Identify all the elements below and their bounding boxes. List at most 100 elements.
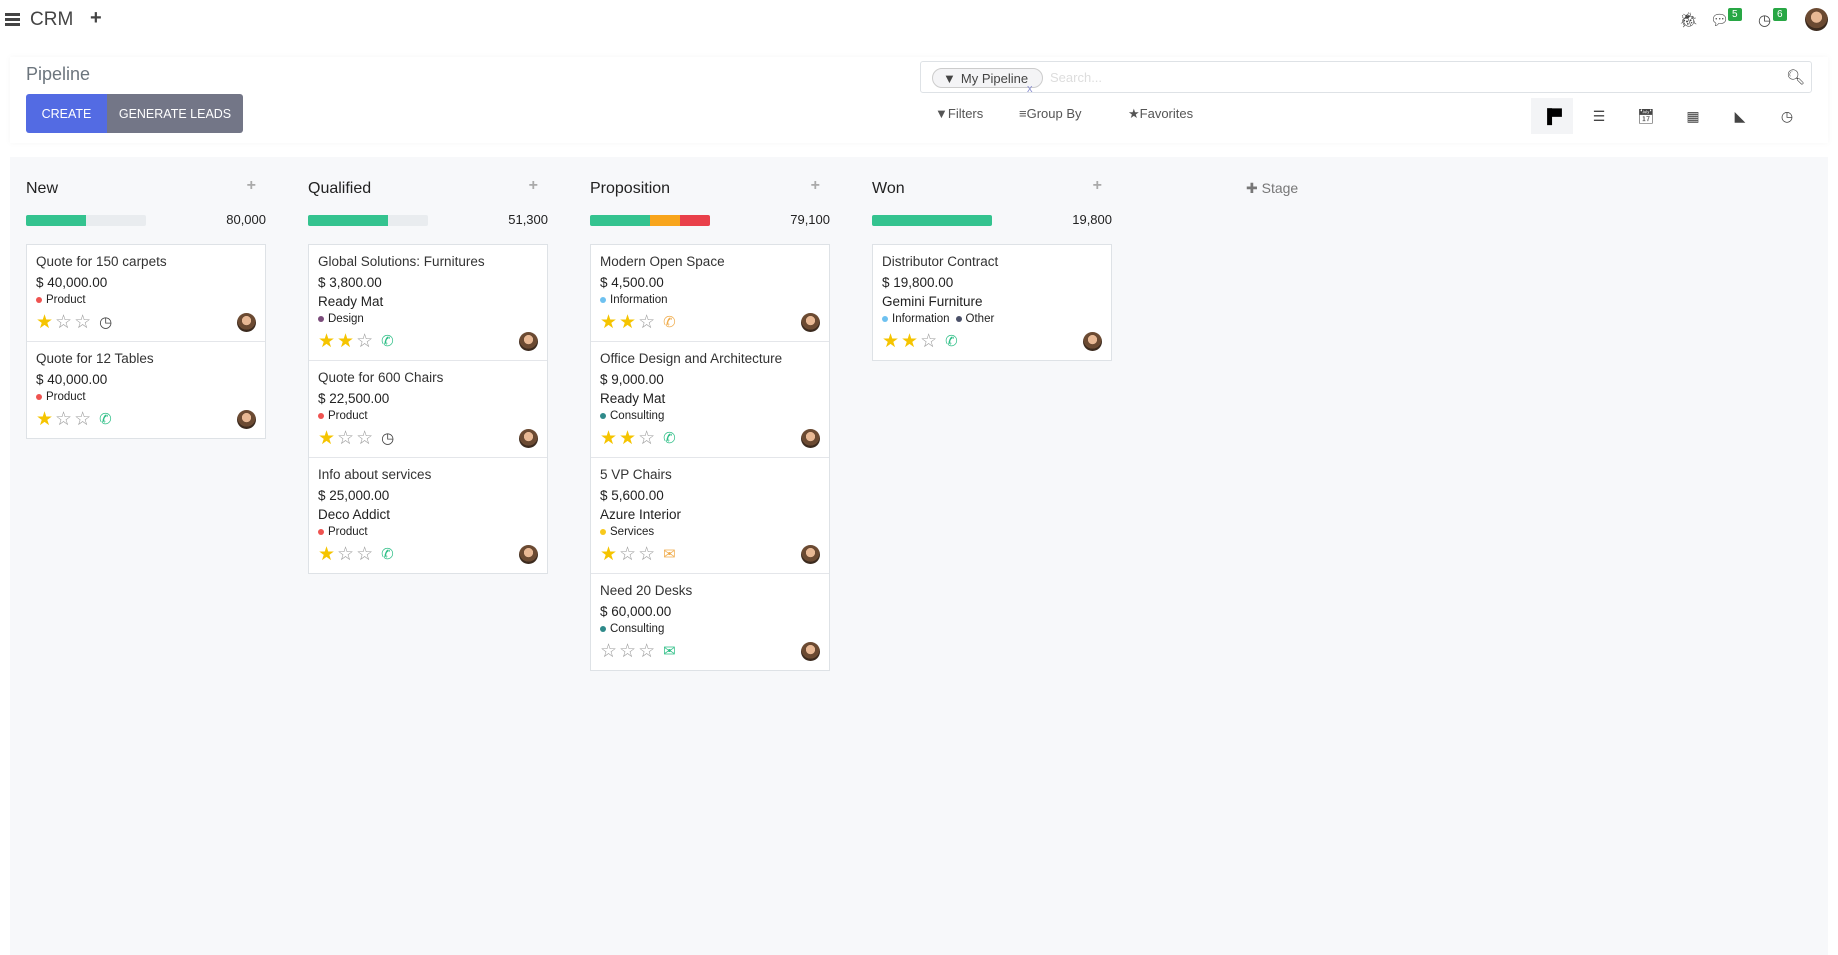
column-title[interactable]: New — [26, 180, 59, 197]
lead-card[interactable]: Office Design and Architecture $ 9,000.0… — [591, 342, 829, 458]
priority-star-icon[interactable]: ★ — [600, 311, 618, 333]
add-stage-button[interactable]: ✚ Stage — [1246, 180, 1298, 197]
list-view-icon[interactable]: ☰ — [1592, 107, 1606, 124]
envelope-icon[interactable]: ✉ — [663, 546, 676, 563]
phone-icon[interactable]: ✆ — [945, 333, 958, 350]
column-title[interactable]: Qualified — [308, 180, 372, 197]
salesperson-avatar[interactable] — [237, 410, 256, 429]
quick-add-plus-icon[interactable]: + — [528, 177, 538, 194]
priority-star-icon[interactable]: ☆ — [337, 427, 355, 449]
priority-star-icon[interactable]: ★ — [600, 543, 618, 565]
priority-star-icon[interactable]: ★ — [318, 330, 336, 352]
clock-icon[interactable]: ◷ — [99, 314, 113, 331]
progress-segment[interactable] — [308, 215, 389, 226]
generate-leads-button[interactable]: GENERATE LEADS — [107, 94, 243, 133]
lead-card[interactable]: Global Solutions: Furnitures $ 3,800.00 … — [309, 245, 547, 361]
lead-card[interactable]: Need 20 Desks $ 60,000.00 Consulting ☆ ☆ ☆… — [591, 574, 829, 670]
search-input[interactable] — [1050, 66, 1750, 88]
clock-icon[interactable]: ◷ — [381, 430, 395, 447]
debug-bug-icon[interactable]: 🐞︎ — [1679, 12, 1699, 29]
priority-star-icon[interactable]: ★ — [318, 543, 336, 565]
remove-facet-icon[interactable]: x — [1027, 83, 1033, 95]
salesperson-avatar[interactable] — [519, 429, 538, 448]
phone-icon[interactable]: ✆ — [381, 546, 394, 563]
messages-icon[interactable]: 💬︎ — [1710, 12, 1730, 29]
phone-icon[interactable]: ✆ — [663, 430, 676, 447]
search-icon[interactable]: 🔍︎ — [1786, 69, 1806, 86]
priority-star-icon[interactable]: ☆ — [638, 640, 656, 662]
priority-star-icon[interactable]: ☆ — [638, 427, 656, 449]
priority-star-icon[interactable]: ☆ — [356, 330, 374, 352]
priority-star-icon[interactable]: ☆ — [356, 427, 374, 449]
phone-icon[interactable]: ✆ — [99, 411, 112, 428]
favorites-button[interactable]: ★Favorites — [1128, 106, 1193, 122]
activity-view-icon[interactable]: ◷ — [1780, 107, 1794, 124]
priority-star-icon[interactable]: ☆ — [74, 311, 92, 333]
priority-star-icon[interactable]: ☆ — [638, 543, 656, 565]
priority-star-icon[interactable]: ☆ — [619, 543, 637, 565]
priority-star-icon[interactable]: ★ — [318, 427, 336, 449]
lead-card[interactable]: Distributor Contract $ 19,800.00 Gemini … — [873, 245, 1111, 360]
quick-create-plus-icon[interactable]: + — [90, 7, 102, 29]
activities-clock-icon[interactable]: ◷ — [1758, 12, 1772, 29]
priority-star-icon[interactable]: ★ — [619, 427, 637, 449]
priority-star-icon[interactable]: ★ — [36, 408, 54, 430]
quick-add-plus-icon[interactable]: + — [1092, 177, 1102, 194]
salesperson-avatar[interactable] — [801, 313, 820, 332]
priority-star-icon[interactable]: ★ — [901, 330, 919, 352]
priority-star-icon[interactable]: ★ — [882, 330, 900, 352]
salesperson-avatar[interactable] — [1083, 332, 1102, 351]
salesperson-avatar[interactable] — [801, 429, 820, 448]
progress-segment[interactable] — [26, 215, 86, 226]
group-by-button[interactable]: ≡Group By — [1019, 106, 1082, 121]
lead-card[interactable]: Info about services $ 25,000.00 Deco Add… — [309, 458, 547, 573]
filters-button[interactable]: ▼Filters — [935, 106, 983, 121]
priority-star-icon[interactable]: ☆ — [74, 408, 92, 430]
column-progress-bar[interactable] — [590, 215, 710, 226]
priority-star-icon[interactable]: ★ — [600, 427, 618, 449]
lead-card[interactable]: Quote for 12 Tables $ 40,000.00 Product … — [27, 342, 265, 438]
lead-card[interactable]: Quote for 600 Chairs $ 22,500.00 Product… — [309, 361, 547, 458]
priority-star-icon[interactable]: ☆ — [337, 543, 355, 565]
calendar-view-icon[interactable]: 📅︎ — [1637, 107, 1655, 124]
column-progress-bar[interactable] — [872, 215, 992, 226]
create-button[interactable]: CREATE — [26, 94, 107, 133]
column-title[interactable]: Won — [872, 180, 905, 197]
lead-card[interactable]: Quote for 150 carpets $ 40,000.00 Produc… — [27, 245, 265, 342]
phone-icon[interactable]: ✆ — [381, 333, 394, 350]
priority-star-icon[interactable]: ☆ — [600, 640, 618, 662]
column-progress-bar[interactable] — [308, 215, 428, 226]
hamburger-menu-icon[interactable] — [5, 13, 20, 26]
app-name[interactable]: CRM — [30, 9, 74, 30]
salesperson-avatar[interactable] — [801, 642, 820, 661]
salesperson-avatar[interactable] — [801, 545, 820, 564]
filter-facet[interactable]: ▼ My Pipeline — [932, 68, 1044, 88]
pivot-view-icon[interactable]: ▦ — [1686, 107, 1700, 124]
priority-star-icon[interactable]: ★ — [36, 311, 54, 333]
progress-segment[interactable] — [590, 215, 650, 226]
graph-view-icon[interactable]: ◣ — [1734, 107, 1746, 124]
quick-add-plus-icon[interactable]: + — [810, 177, 820, 194]
priority-star-icon[interactable]: ☆ — [920, 330, 938, 352]
salesperson-avatar[interactable] — [519, 545, 538, 564]
progress-segment[interactable] — [680, 215, 710, 226]
priority-star-icon[interactable]: ★ — [337, 330, 355, 352]
priority-star-icon[interactable]: ☆ — [638, 311, 656, 333]
salesperson-avatar[interactable] — [519, 332, 538, 351]
lead-card[interactable]: 5 VP Chairs $ 5,600.00 Azure Interior Se… — [591, 458, 829, 574]
kanban-view-icon[interactable]: ▐▀ — [1531, 98, 1573, 134]
lead-card[interactable]: Modern Open Space $ 4,500.00 Information… — [591, 245, 829, 342]
envelope-icon[interactable]: ✉ — [663, 643, 676, 660]
phone-icon[interactable]: ✆ — [663, 314, 676, 331]
priority-star-icon[interactable]: ☆ — [55, 311, 73, 333]
progress-segment[interactable] — [650, 215, 680, 226]
column-title[interactable]: Proposition — [590, 180, 671, 197]
salesperson-avatar[interactable] — [237, 313, 256, 332]
quick-add-plus-icon[interactable]: + — [246, 177, 256, 194]
priority-star-icon[interactable]: ☆ — [619, 640, 637, 662]
priority-star-icon[interactable]: ☆ — [55, 408, 73, 430]
progress-segment[interactable] — [872, 215, 992, 226]
user-avatar[interactable] — [1805, 8, 1828, 31]
priority-star-icon[interactable]: ☆ — [356, 543, 374, 565]
priority-star-icon[interactable]: ★ — [619, 311, 637, 333]
